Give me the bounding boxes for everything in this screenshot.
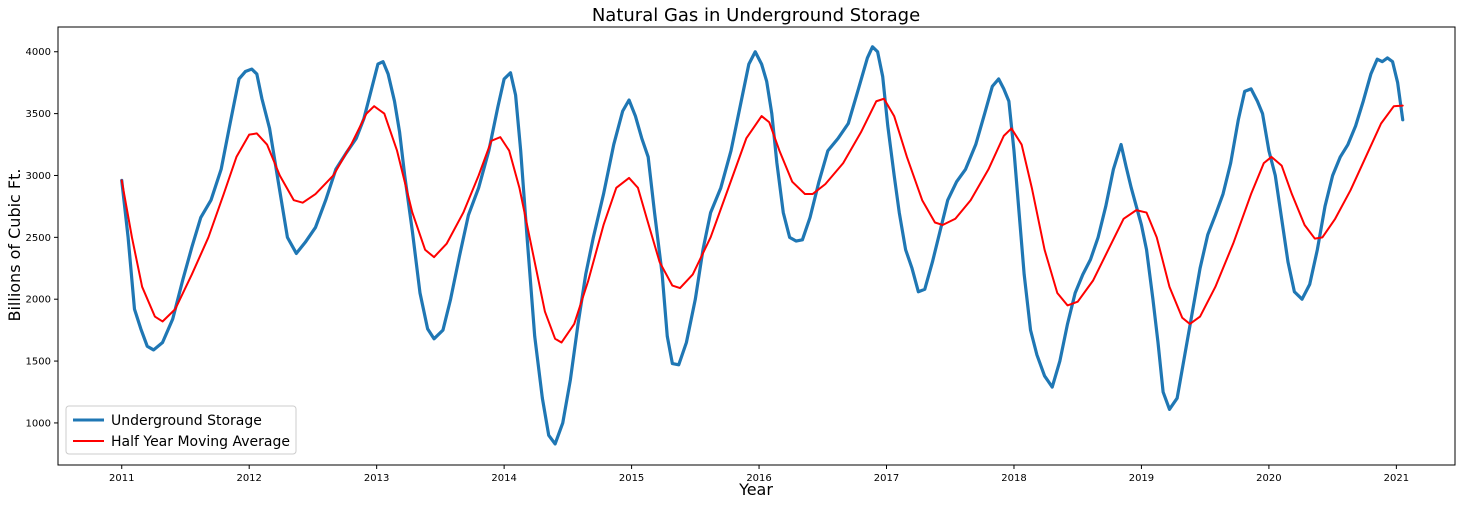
x-tick-label: 2014 [491,473,516,484]
y-tick-label: 4000 [26,47,51,58]
y-tick-label: 2000 [26,295,51,306]
chart-title: Natural Gas in Underground Storage [592,5,920,26]
legend-label-half-year-moving-average: Half Year Moving Average [111,434,290,450]
y-tick-label: 1500 [26,357,51,368]
x-tick-label: 2016 [746,473,771,484]
x-tick-label: 2021 [1384,473,1409,484]
y-axis-label: Billions of Cubic Ft. [5,169,24,322]
x-tick-label: 2017 [874,473,899,484]
x-tick-label: 2015 [619,473,644,484]
x-tick-label: 2019 [1129,473,1154,484]
legend-label-underground-storage: Underground Storage [111,413,262,429]
x-tick-label: 2020 [1256,473,1281,484]
y-tick-label: 3000 [26,171,51,182]
series-line-underground-storage [120,45,1405,446]
series-line-half-year-moving-average [120,97,1404,344]
y-tick-label: 1000 [26,418,51,429]
plot-area: 2011 2012 2013 2014 2015 2016 2017 2018 2019 2020… [26,26,1456,484]
plot-frame [57,26,1456,466]
legend: Underground Storage Half Year Moving Ave… [65,405,297,455]
x-tick-label: 2011 [109,473,134,484]
x-axis-label: Year [738,480,773,499]
y-tick-label: 3500 [26,109,51,120]
legend-box [65,405,297,455]
x-tick-label: 2018 [1001,473,1026,484]
y-tick-label: 2500 [26,233,51,244]
x-tick-label: 2013 [364,473,389,484]
x-tick-label: 2012 [236,473,261,484]
